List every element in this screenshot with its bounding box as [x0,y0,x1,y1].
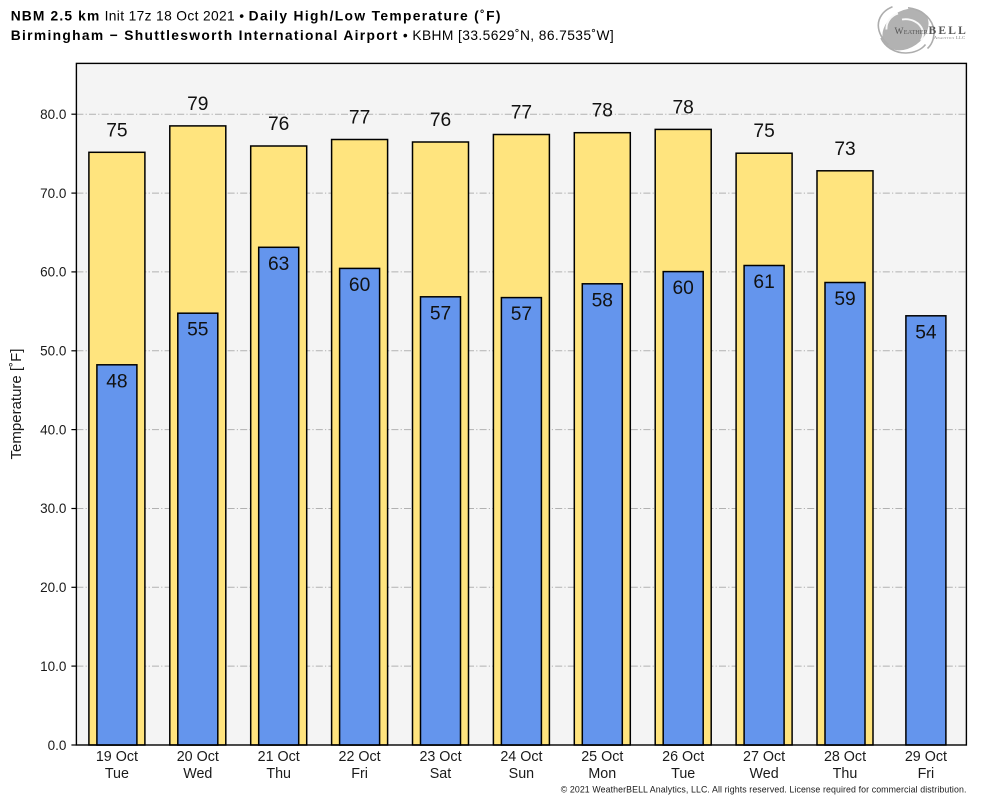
svg-text:80.0: 80.0 [40,107,66,122]
svg-text:Tue: Tue [105,766,129,782]
svg-text:59: 59 [834,289,855,310]
svg-text:40.0: 40.0 [40,422,66,437]
svg-text:25 Oct: 25 Oct [581,749,623,765]
svg-text:Temperature [˚F]: Temperature [˚F] [8,349,25,460]
svg-text:21 Oct: 21 Oct [258,749,300,765]
svg-text:73: 73 [834,139,855,160]
svg-text:Mon: Mon [588,766,616,782]
svg-text:54: 54 [915,322,937,343]
svg-text:60: 60 [349,275,370,296]
svg-text:© 2021 WeatherBELL Analytics,: © 2021 WeatherBELL Analytics, LLC. All r… [561,785,967,795]
svg-text:76: 76 [430,110,451,131]
svg-text:57: 57 [430,303,451,324]
svg-text:78: 78 [673,97,694,118]
svg-text:75: 75 [106,120,127,141]
svg-text:77: 77 [511,103,532,124]
svg-text:Fri: Fri [918,766,935,782]
svg-text:48: 48 [106,371,127,392]
svg-text:61: 61 [753,272,774,293]
svg-text:63: 63 [268,254,289,275]
svg-text:Wed: Wed [183,766,212,782]
svg-text:Thu: Thu [833,766,858,782]
svg-text:24 Oct: 24 Oct [500,749,542,765]
svg-text:27 Oct: 27 Oct [743,749,785,765]
svg-text:60.0: 60.0 [40,265,66,280]
svg-text:55: 55 [187,320,208,341]
svg-text:20.0: 20.0 [40,580,66,595]
svg-text:29 Oct: 29 Oct [905,749,947,765]
svg-text:79: 79 [187,94,208,115]
svg-text:20 Oct: 20 Oct [177,749,219,765]
svg-text:Thu: Thu [266,766,291,782]
svg-text:70.0: 70.0 [40,186,66,201]
svg-text:Sun: Sun [509,766,534,782]
svg-text:Analytics LLC: Analytics LLC [934,35,966,40]
svg-text:28 Oct: 28 Oct [824,749,866,765]
svg-text:58: 58 [592,290,613,311]
svg-text:22 Oct: 22 Oct [339,749,381,765]
svg-text:Tue: Tue [671,766,695,782]
svg-text:78: 78 [592,101,613,122]
svg-text:57: 57 [511,304,532,325]
svg-text:26 Oct: 26 Oct [662,749,704,765]
svg-text:77: 77 [349,108,370,129]
svg-text:10.0: 10.0 [40,659,66,674]
svg-text:19 Oct: 19 Oct [96,749,138,765]
svg-text:30.0: 30.0 [40,501,66,516]
svg-text:BELL: BELL [929,25,968,37]
svg-text:Birmingham − Shuttlesworth Int: Birmingham − Shuttlesworth International… [11,28,614,43]
svg-text:Sat: Sat [430,766,451,782]
svg-text:50.0: 50.0 [40,344,66,359]
svg-text:76: 76 [268,114,289,135]
svg-text:Fri: Fri [351,766,368,782]
svg-text:WEATHER: WEATHER [895,27,929,37]
svg-text:60: 60 [673,278,694,299]
svg-text:0.0: 0.0 [48,738,67,753]
svg-text:23 Oct: 23 Oct [419,749,461,765]
svg-text:Wed: Wed [750,766,779,782]
svg-text:NBM 2.5 km Init 17z 18 Oct 202: NBM 2.5 km Init 17z 18 Oct 2021 • Daily … [11,8,502,23]
svg-text:75: 75 [753,121,774,142]
